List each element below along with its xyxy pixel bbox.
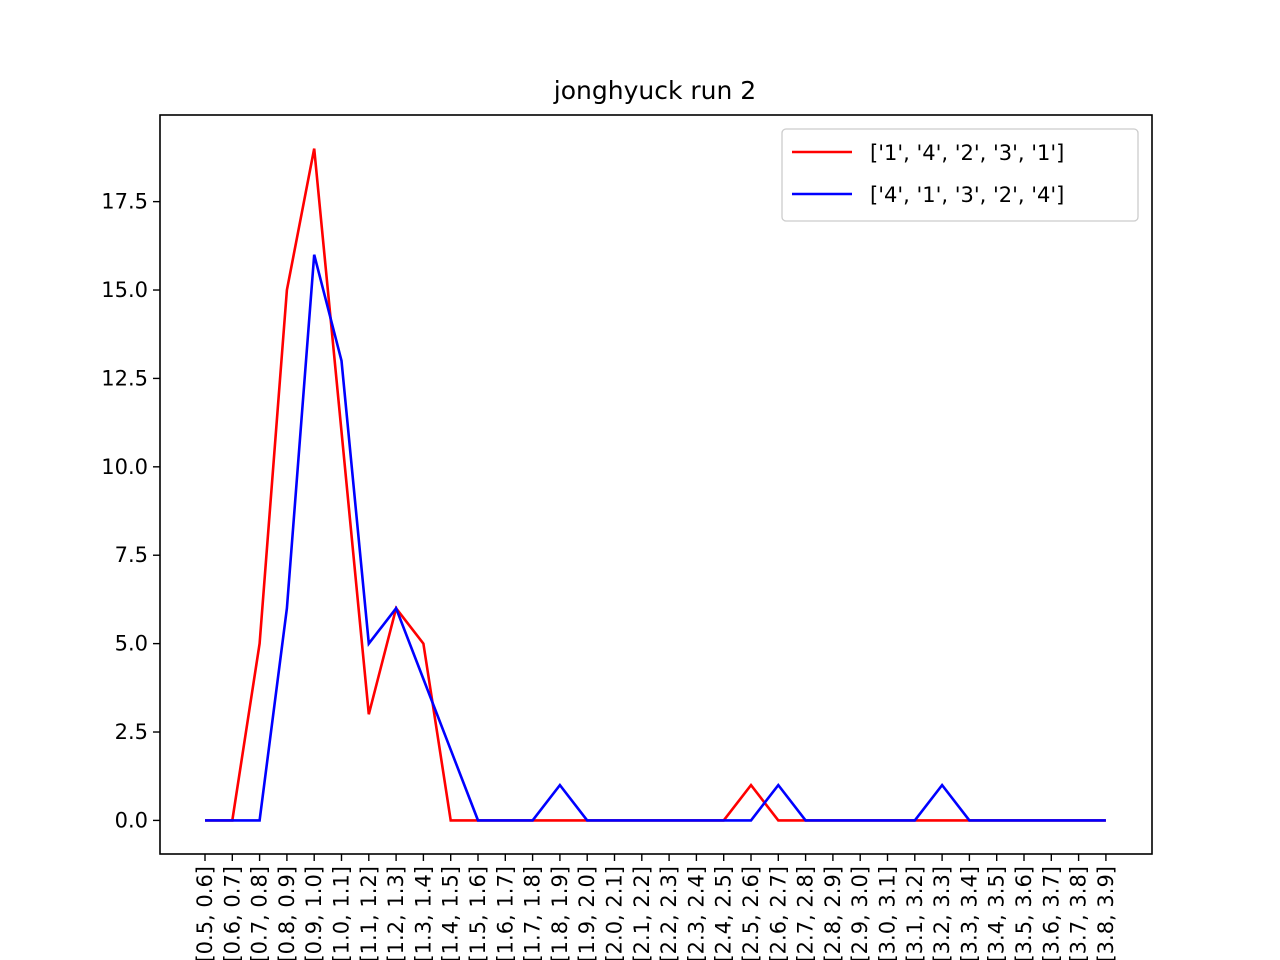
x-tick-label: [0.5, 0.6] [193, 866, 217, 960]
x-tick-label: [0.8, 0.9] [275, 866, 299, 960]
x-tick-label: [2.4, 2.5] [712, 866, 736, 960]
x-tick-label: [2.3, 2.4] [684, 866, 708, 960]
x-tick-label: [1.1, 1.2] [357, 866, 381, 960]
x-tick-label: [3.3, 3.4] [957, 866, 981, 960]
y-tick-label: 7.5 [115, 543, 148, 567]
x-tick-label: [1.9, 2.0] [575, 866, 599, 960]
y-tick-label: 15.0 [101, 278, 148, 302]
y-tick-label: 17.5 [101, 190, 148, 214]
x-tick-label: [2.1, 2.2] [630, 866, 654, 960]
x-tick-label: [1.6, 1.7] [493, 866, 517, 960]
axis-layer: 0.02.55.07.510.012.515.017.5[0.5, 0.6] [0… [101, 190, 1118, 960]
x-tick-label: [3.6, 3.7] [1039, 866, 1063, 960]
y-tick-label: 12.5 [101, 366, 148, 390]
series-layer [205, 148, 1106, 822]
series-line-2 [205, 254, 1106, 822]
x-tick-label: [3.1, 3.2] [903, 866, 927, 960]
y-tick-label: 0.0 [115, 808, 148, 832]
x-tick-label: [0.9, 1.0] [302, 866, 326, 960]
y-tick-label: 5.0 [115, 632, 148, 656]
legend-label-2: ['4', '1', '3', '2', '4'] [870, 183, 1064, 207]
x-tick-label: [2.9, 3.0] [848, 866, 872, 960]
x-tick-label: [0.7, 0.8] [248, 866, 272, 960]
plot-frame [159, 114, 1153, 855]
x-tick-label: [3.2, 3.3] [930, 866, 954, 960]
x-tick-label: [1.4, 1.5] [439, 866, 463, 960]
x-tick-label: [1.3, 1.4] [411, 866, 435, 960]
x-tick-label: [2.2, 2.3] [657, 866, 681, 960]
y-tick-label: 10.0 [101, 455, 148, 479]
x-tick-label: [1.7, 1.8] [521, 866, 545, 960]
x-tick-label: [2.7, 2.8] [794, 866, 818, 960]
x-tick-label: [1.2, 1.3] [384, 866, 408, 960]
x-tick-label: [3.5, 3.6] [1012, 866, 1036, 960]
legend-label-1: ['1', '4', '2', '3', '1'] [870, 141, 1064, 165]
x-tick-label: [2.6, 2.7] [766, 866, 790, 960]
x-tick-label: [0.6, 0.7] [220, 866, 244, 960]
legend-box [781, 128, 1139, 222]
x-tick-label: [2.5, 2.6] [739, 866, 763, 960]
x-tick-label: [3.7, 3.8] [1067, 866, 1091, 960]
x-tick-label: [3.4, 3.5] [985, 866, 1009, 960]
x-tick-label: [2.8, 2.9] [821, 866, 845, 960]
y-tick-label: 2.5 [115, 720, 148, 744]
x-tick-label: [3.0, 3.1] [876, 866, 900, 960]
chart-title: jonghyuck run 2 [553, 76, 756, 105]
x-tick-label: [1.5, 1.6] [466, 866, 490, 960]
x-tick-label: [2.0, 2.1] [603, 866, 627, 960]
x-tick-label: [1.0, 1.1] [330, 866, 354, 960]
x-tick-label: [3.8, 3.9] [1094, 866, 1118, 960]
legend: ['1', '4', '2', '3', '1'] ['4', '1', '3',… [781, 128, 1139, 222]
x-tick-label: [1.8, 1.9] [548, 866, 572, 960]
